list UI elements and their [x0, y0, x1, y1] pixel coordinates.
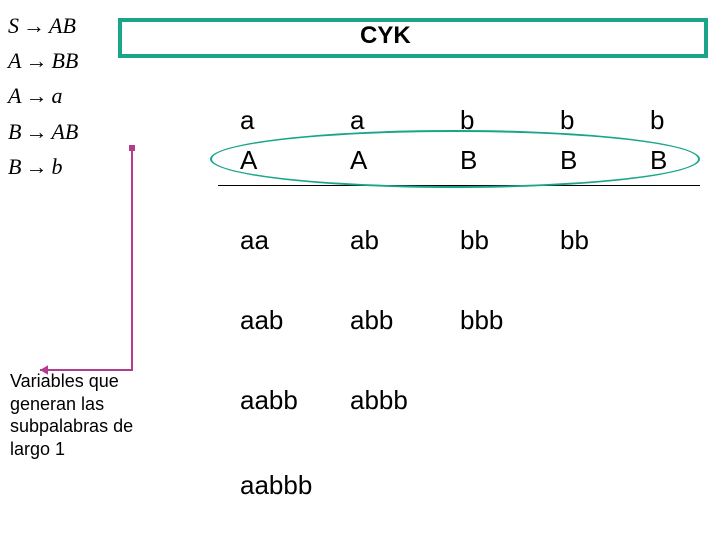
- row-highlight-ellipse: [210, 130, 700, 188]
- cyk-cell: aabb: [240, 385, 298, 416]
- pointer-arrow: [0, 0, 720, 540]
- cyk-cell: abbb: [350, 385, 408, 416]
- cyk-cell: ab: [350, 225, 379, 256]
- cyk-cell: aabbb: [240, 470, 312, 501]
- cyk-cell: bb: [460, 225, 489, 256]
- cyk-cell: a: [240, 105, 254, 136]
- cyk-cell: bb: [560, 225, 589, 256]
- cyk-cell: aab: [240, 305, 283, 336]
- cyk-cell: abb: [350, 305, 393, 336]
- cyk-cell: b: [560, 105, 574, 136]
- cyk-cell: bbb: [460, 305, 503, 336]
- cyk-cell: aa: [240, 225, 269, 256]
- cyk-cell: b: [650, 105, 664, 136]
